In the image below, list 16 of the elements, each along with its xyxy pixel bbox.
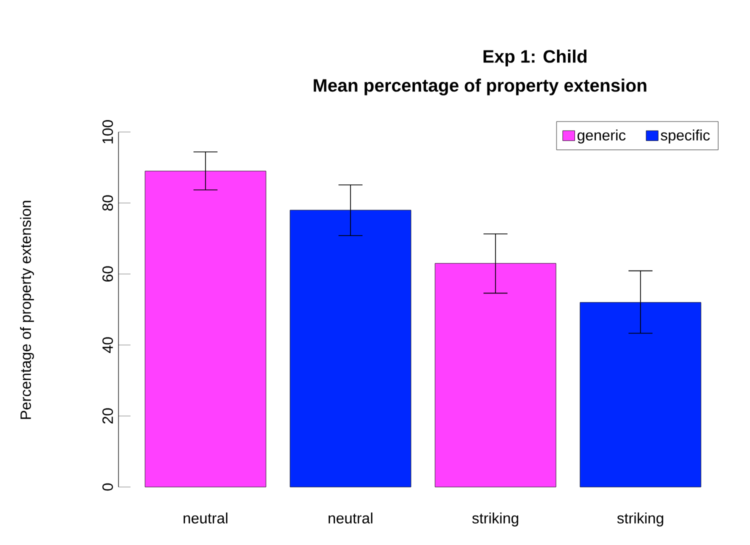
x-tick-label: neutral (184, 512, 228, 524)
bar (290, 210, 412, 488)
y-tick-label: 60 (102, 266, 113, 282)
y-tick-label: 20 (102, 408, 113, 424)
chart-subtitle: Mean percentage of property extension (314, 78, 646, 96)
legend-label: generic (578, 130, 626, 144)
x-tick-label: neutral (328, 512, 372, 524)
y-tick-label: 100 (102, 120, 113, 144)
y-tick-label: 0 (102, 483, 113, 491)
y-tick-label: 40 (102, 337, 113, 353)
x-tick-label: striking (617, 512, 664, 526)
y-tick-label: 80 (102, 195, 113, 211)
y-axis-title: Percentage of property extension (20, 200, 34, 419)
legend-label: specific (660, 130, 710, 144)
x-tick-label: striking (472, 512, 518, 526)
chart-title: Exp 1: Child (484, 50, 586, 66)
